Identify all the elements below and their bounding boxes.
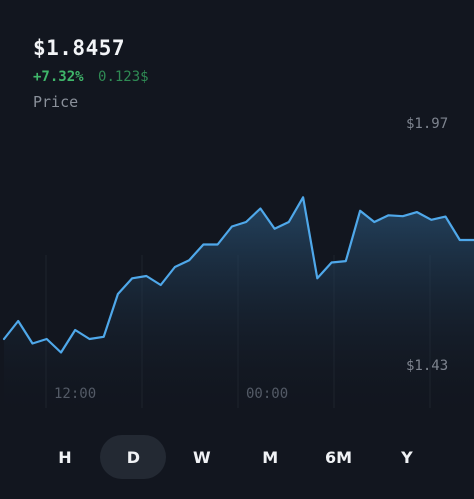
tab-month[interactable]: M [262, 447, 279, 467]
price-chart[interactable] [0, 0, 474, 420]
axis-high-label: $1.97 [406, 116, 449, 132]
tab-year[interactable]: Y [401, 447, 413, 467]
tab-hour[interactable]: H [58, 447, 72, 467]
price-line [2, 196, 474, 354]
time-label-2: 00:00 [246, 386, 289, 402]
price-label: Price [33, 93, 79, 111]
tab-6-month[interactable]: 6M [325, 447, 353, 467]
axis-low-label: $1.43 [406, 358, 449, 374]
change-absolute: 0.123$ [98, 69, 149, 85]
tab-day[interactable]: D [100, 435, 167, 479]
price-area [4, 197, 474, 420]
change-percent: +7.32% [33, 69, 84, 85]
tab-week[interactable]: W [192, 447, 211, 467]
price-change: +7.32% 0.123$ [33, 69, 149, 85]
time-label-1: 12:00 [54, 386, 97, 402]
price-value: $1.8457 [33, 36, 126, 60]
timeframe-tabs: H D W M 6M Y [32, 434, 440, 480]
